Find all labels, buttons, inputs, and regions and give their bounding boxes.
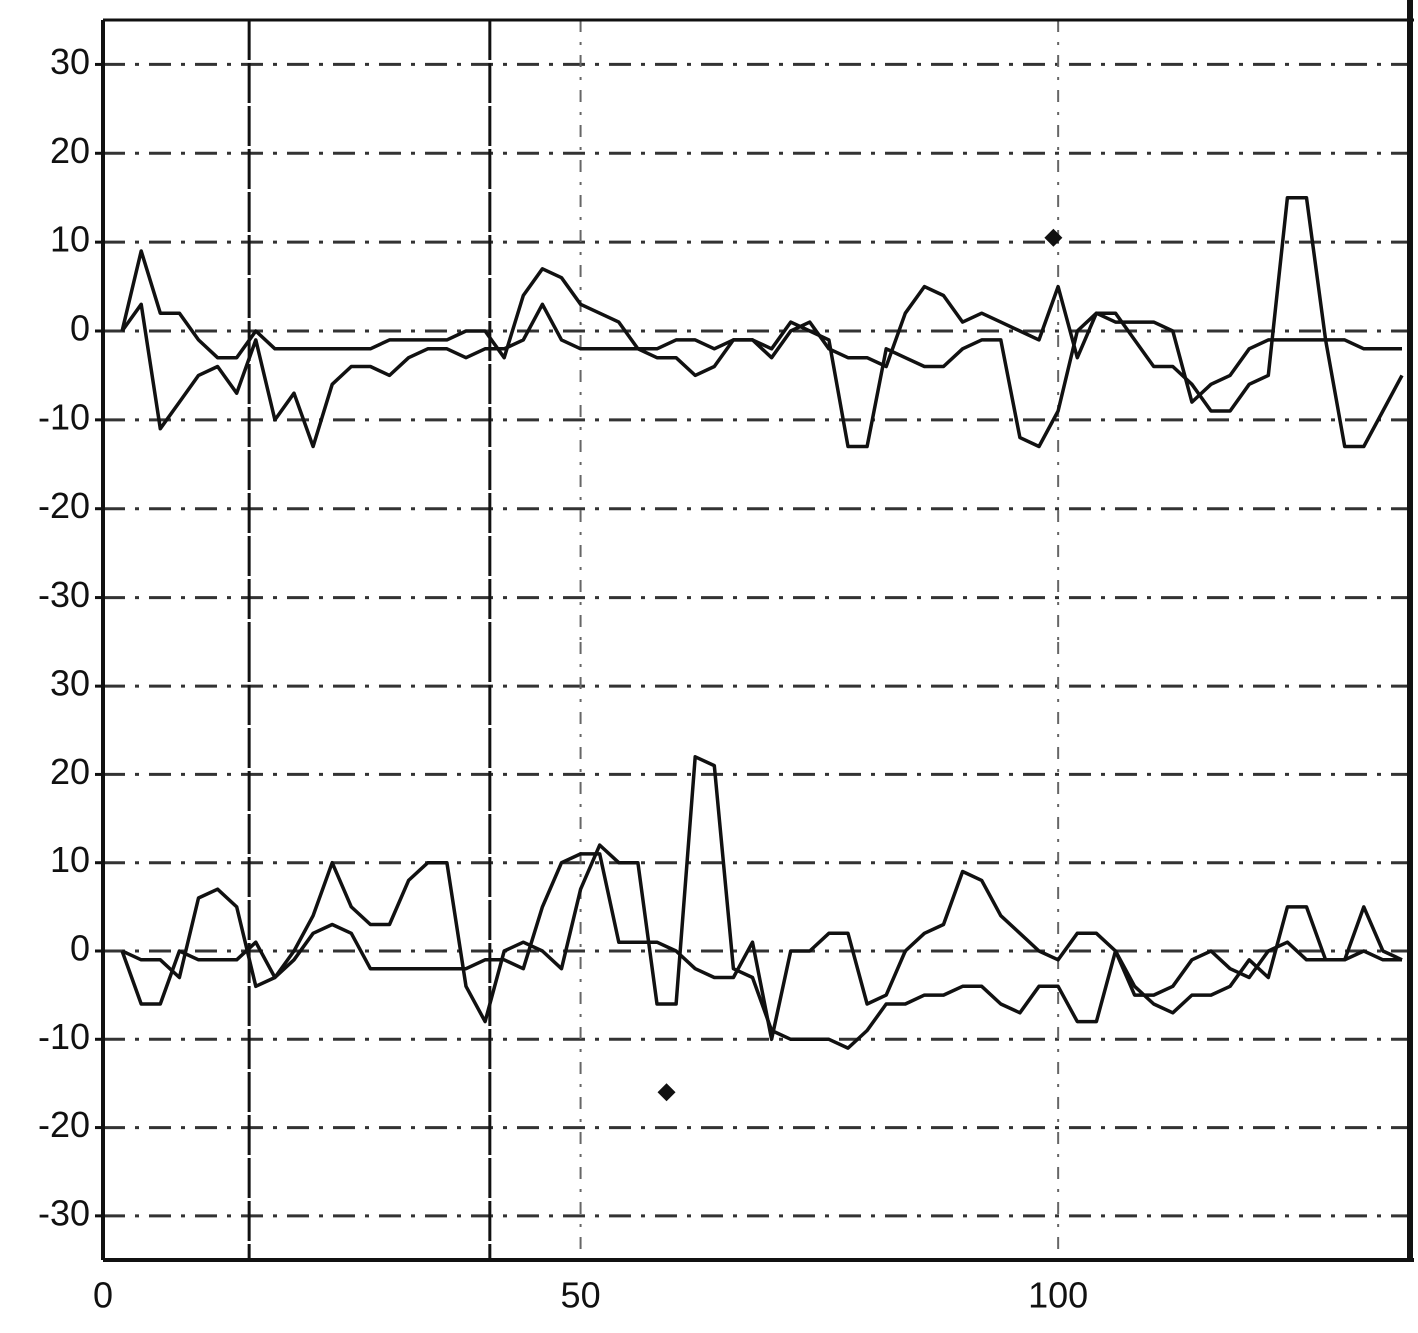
y-tick-label: -30: [38, 574, 90, 615]
y-tick-label: 0: [70, 928, 90, 969]
y-tick-label: -20: [38, 1104, 90, 1145]
y-tick-label: -10: [38, 1016, 90, 1057]
y-tick-label: 0: [70, 308, 90, 349]
y-tick-label: 30: [50, 663, 90, 704]
data-line: [120, 195, 1402, 413]
y-tick-label: -10: [38, 396, 90, 437]
data-line: [120, 755, 1403, 1050]
x-tick-label: 50: [561, 1275, 601, 1316]
marker-point: [657, 1083, 676, 1102]
y-tick-label: 10: [50, 219, 90, 260]
y-tick-label: 30: [50, 41, 90, 82]
x-tick-label: 100: [1028, 1275, 1088, 1316]
data-line: [120, 302, 1404, 449]
y-tick-label: -30: [38, 1192, 90, 1233]
x-tick-label: 0: [93, 1275, 113, 1316]
y-tick-label: 20: [50, 751, 90, 792]
y-tick-label: 20: [50, 130, 90, 171]
data-line: [121, 852, 1402, 1042]
marker-point: [1044, 228, 1063, 247]
y-tick-label: 10: [50, 839, 90, 880]
y-tick-label: -20: [38, 485, 90, 526]
